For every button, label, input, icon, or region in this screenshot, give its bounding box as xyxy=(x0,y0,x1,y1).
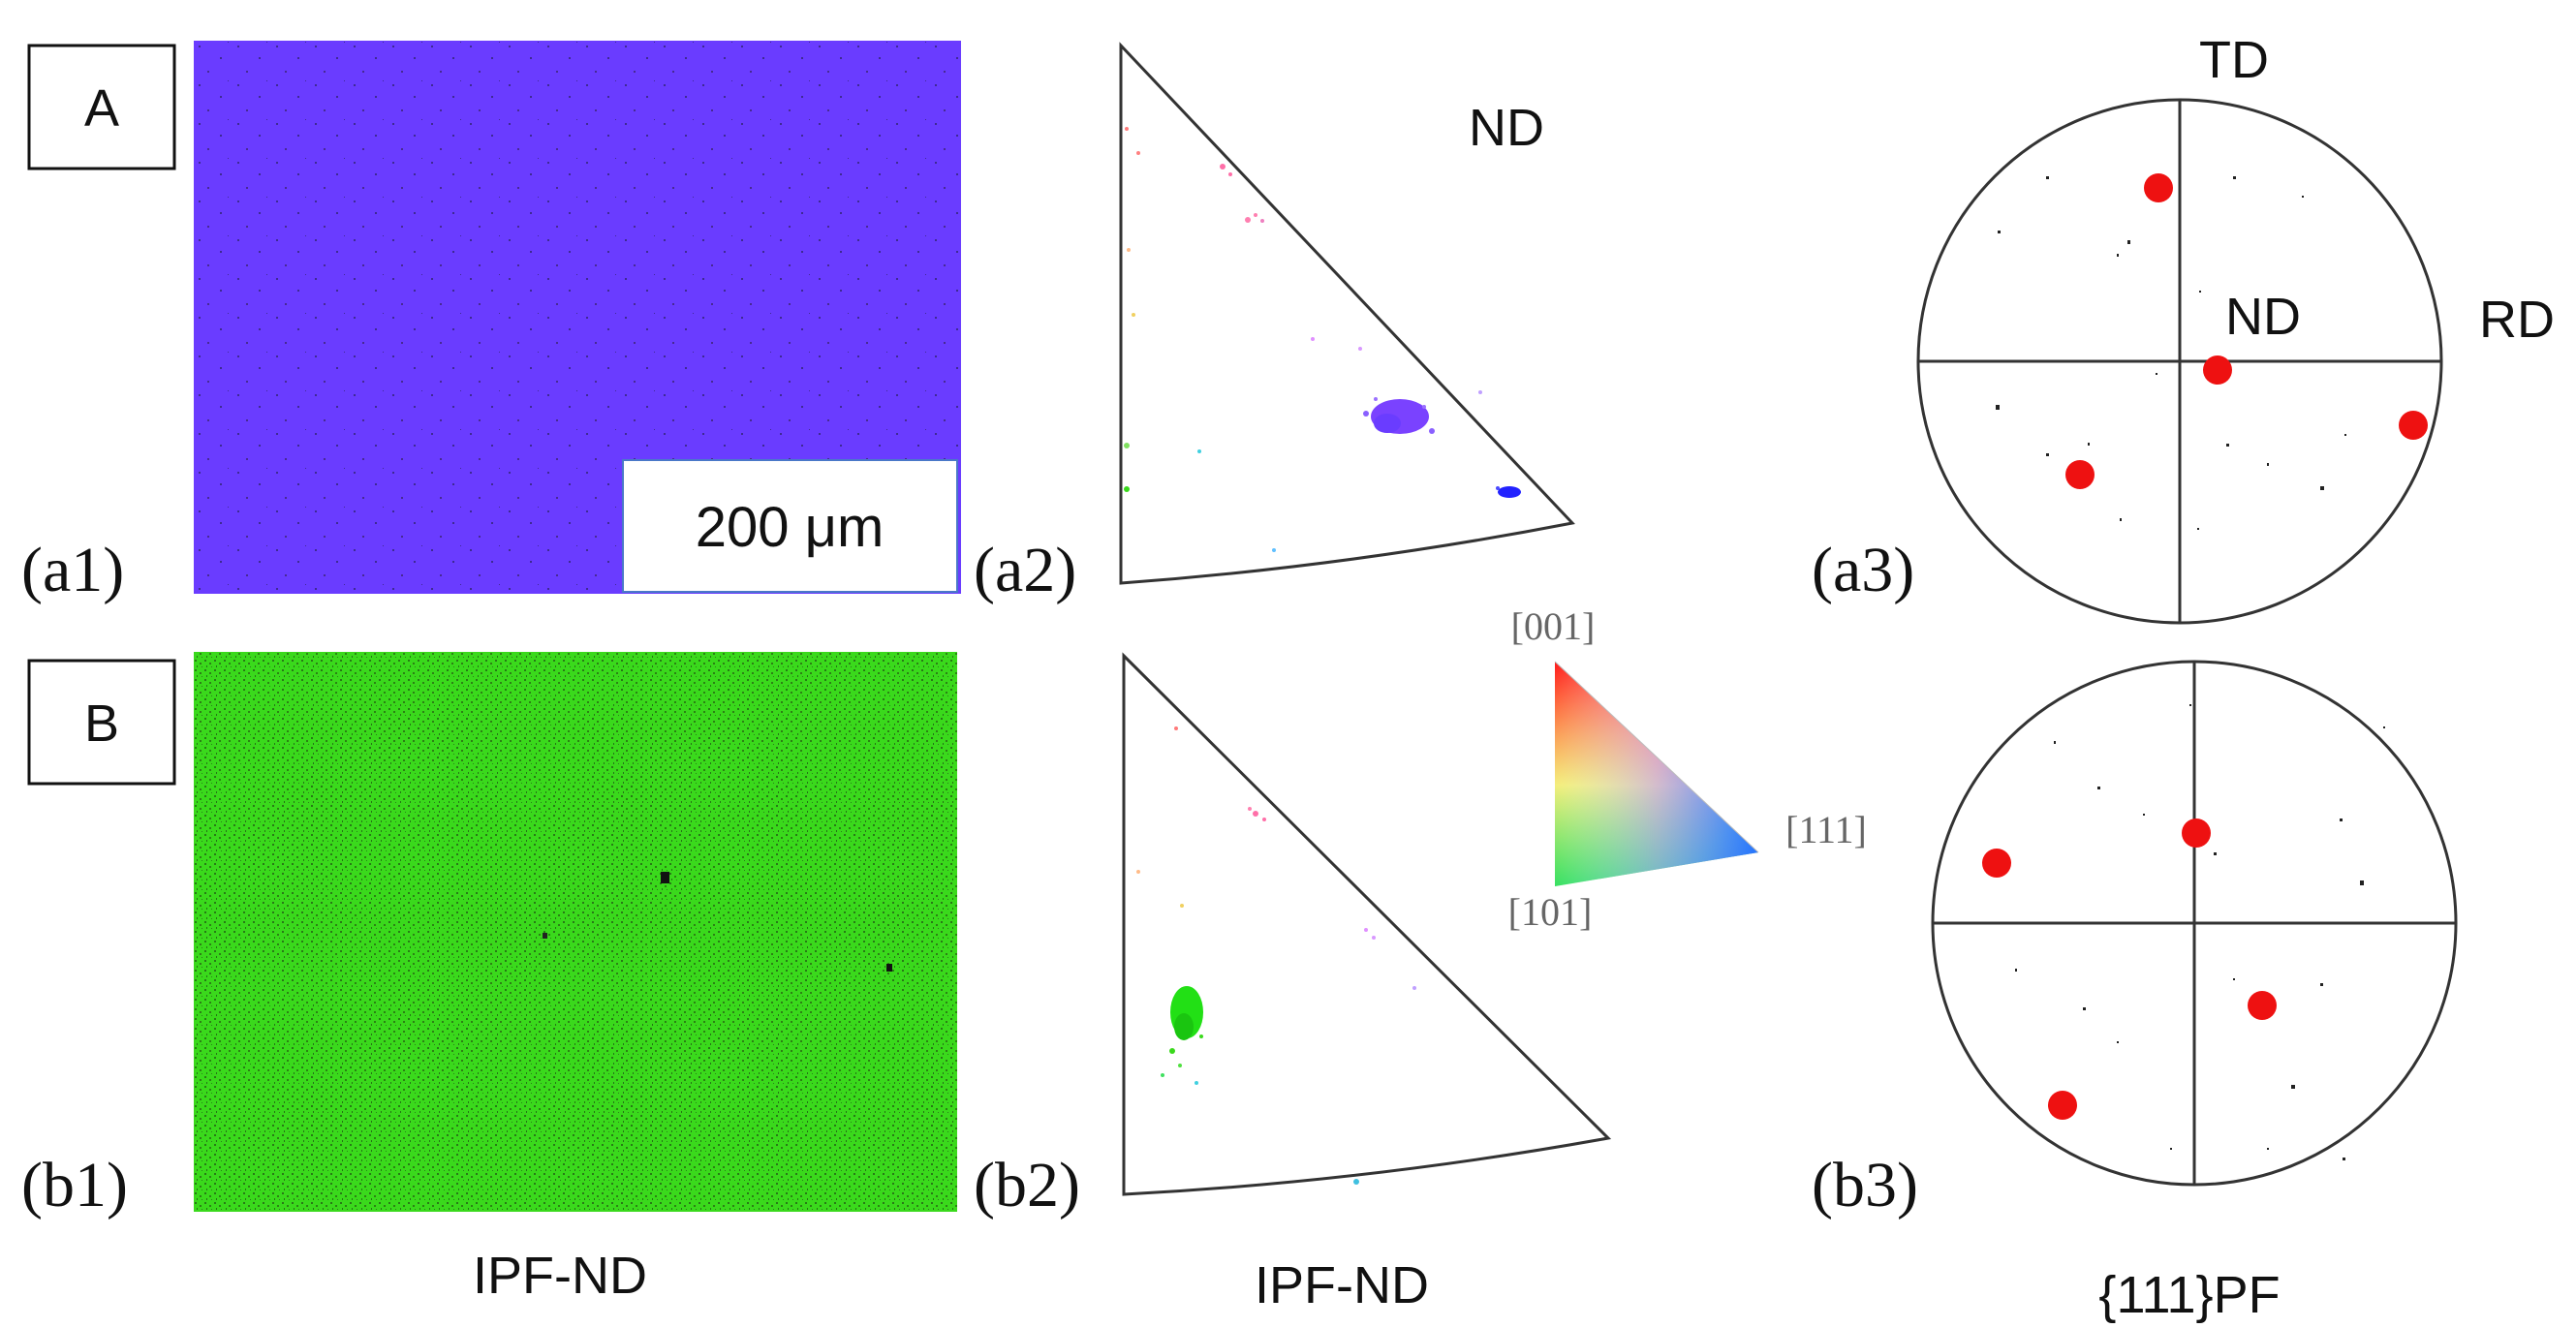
label-b1: (b1) xyxy=(21,1150,128,1220)
ipf-triangle-a xyxy=(1119,42,1575,585)
label-b2: (b2) xyxy=(974,1150,1080,1220)
caption-col1: IPF-ND xyxy=(473,1247,647,1305)
ipf-a-111-cluster xyxy=(1496,486,1521,498)
ipf-triangle-b xyxy=(1122,652,1612,1196)
caption-col3: {111}PF xyxy=(2098,1266,2280,1324)
row-a-tag-text: A xyxy=(84,79,119,138)
td-axis-label: TD xyxy=(2199,31,2269,89)
row-b-tag: B xyxy=(27,659,176,786)
ipf-map-b xyxy=(194,652,957,1212)
rd-axis-label: RD xyxy=(2479,291,2555,349)
ipf-a-scatter xyxy=(1124,127,1482,552)
pole-figure-b-scatter xyxy=(2015,704,2385,1160)
color-key-triangle xyxy=(1554,661,1759,886)
key-111-label: [111] xyxy=(1785,808,1867,851)
scale-bar: 200 μm xyxy=(622,459,958,593)
label-a3: (a3) xyxy=(1812,535,1914,605)
nd-axis-label: ND xyxy=(2225,288,2301,346)
pole-figure-a xyxy=(1916,98,2443,625)
caption-col2: IPF-ND xyxy=(1255,1256,1429,1314)
scale-bar-text: 200 μm xyxy=(696,496,885,559)
key-001-label: [001] xyxy=(1511,604,1596,648)
key-101-label: [101] xyxy=(1508,890,1593,934)
row-a-tag: A xyxy=(27,44,176,170)
label-a2: (a2) xyxy=(974,535,1076,605)
pole-figure-b xyxy=(1931,660,2458,1187)
pole-figure-b-markers xyxy=(1982,818,2277,1120)
label-a1: (a1) xyxy=(21,535,124,605)
pole-figure-a-scatter xyxy=(1996,176,2346,530)
pole-figure-a-markers xyxy=(2065,173,2428,489)
ipf-axis-label: ND xyxy=(1469,99,1544,157)
ipf-a-cluster xyxy=(1363,397,1435,434)
ipf-b-scatter xyxy=(1136,726,1416,1185)
ipf-b-cluster xyxy=(1169,986,1203,1067)
row-b-tag-text: B xyxy=(84,695,119,753)
label-b3: (b3) xyxy=(1812,1150,1918,1220)
